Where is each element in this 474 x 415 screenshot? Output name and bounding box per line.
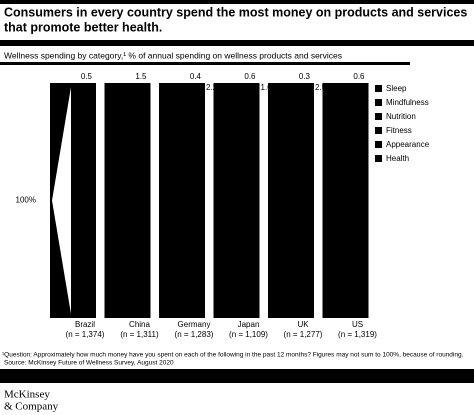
legend-label: Mindfulness	[386, 98, 429, 107]
x-tick-label: Japan	[238, 320, 260, 329]
bar-segment	[268, 83, 314, 90]
x-tick-label: (n = 1,319)	[338, 330, 377, 339]
bar-segment	[213, 84, 260, 89]
value-label: 2.2	[206, 83, 218, 92]
legend-label: Sleep	[386, 84, 407, 93]
bar-segment	[213, 83, 260, 85]
bar-body	[268, 83, 314, 318]
rule	[0, 62, 410, 65]
bar-segment	[159, 83, 205, 90]
bar-segment	[104, 83, 151, 87]
value-label: 0.4	[190, 72, 202, 81]
x-tick-label: Brazil	[75, 320, 95, 329]
band	[0, 40, 474, 46]
bar-body	[104, 83, 151, 318]
bar-segment	[50, 83, 96, 85]
value-label: 1.6	[261, 83, 273, 92]
bar-body	[322, 83, 369, 318]
legend-swatch	[375, 85, 382, 92]
x-tick-label: UK	[297, 320, 309, 329]
x-tick-label: (n = 1,109)	[229, 330, 268, 339]
legend-swatch	[375, 155, 382, 162]
value-label: 0.5	[81, 72, 93, 81]
bar-body	[213, 83, 260, 318]
legend-swatch	[375, 99, 382, 106]
brand: & Company	[4, 401, 59, 413]
bracket	[52, 87, 71, 314]
bar-body	[159, 83, 205, 318]
legend-label: Fitness	[386, 126, 412, 135]
value-label: 2.5	[315, 83, 327, 92]
legend-swatch	[375, 127, 382, 134]
x-tick-label: (n = 1,311)	[120, 330, 159, 339]
value-label: 0.6	[244, 72, 256, 81]
footnote: ¹Question: Approximately how much money …	[2, 352, 464, 359]
bar-segment	[159, 83, 205, 84]
x-tick-label: (n = 1,374)	[66, 330, 105, 339]
bar-segment	[322, 83, 369, 85]
x-tick-label: China	[129, 320, 150, 329]
chart-subtitle: Wellness spending by category,¹ % of ann…	[4, 50, 342, 60]
value-label: 1.5	[135, 72, 147, 81]
legend-label: Health	[386, 154, 409, 163]
chart-title: Consumers in every country spend the mos…	[4, 5, 467, 19]
x-tick-label: Germany	[178, 320, 211, 329]
value-label: 0.3	[299, 72, 311, 81]
x-tick-label: (n = 1,277)	[284, 330, 323, 339]
bar-segment	[268, 83, 314, 84]
legend-label: Appearance	[386, 140, 430, 149]
value-label: 0.6	[353, 72, 365, 81]
legend-swatch	[375, 113, 382, 120]
source: Source: McKinsey Future of Wellness Surv…	[4, 360, 174, 367]
legend-swatch	[375, 141, 382, 148]
band	[0, 369, 474, 383]
top-band	[0, 0, 474, 4]
annotation: 100%	[16, 196, 36, 205]
legend-label: Nutrition	[386, 112, 416, 121]
brand: McKinsey	[4, 389, 50, 401]
chart-title: that promote better health.	[4, 20, 162, 34]
x-tick-label: (n = 1,283)	[175, 330, 214, 339]
x-tick-label: US	[352, 320, 363, 329]
